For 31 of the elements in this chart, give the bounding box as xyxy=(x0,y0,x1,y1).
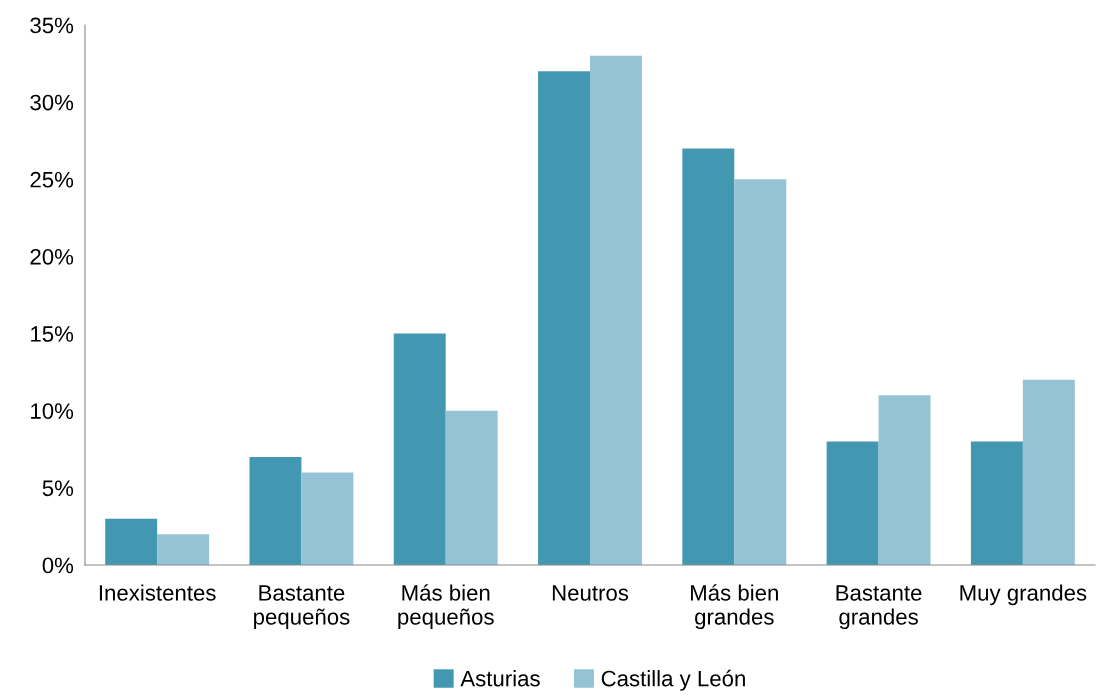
bar xyxy=(734,179,787,565)
y-tick-label: 25% xyxy=(30,171,74,188)
y-tick-label: 20% xyxy=(30,248,74,265)
y-tick-label: 35% xyxy=(30,17,74,34)
bar xyxy=(157,534,210,565)
bar xyxy=(249,457,302,565)
bar xyxy=(878,395,931,565)
bar xyxy=(826,441,879,565)
bar xyxy=(1022,379,1075,565)
bar xyxy=(445,410,498,565)
y-tick-label: 0% xyxy=(42,557,74,574)
y-tick-label: 30% xyxy=(30,94,74,111)
y-tick-label: 10% xyxy=(31,403,74,419)
x-tick-label: Neutros xyxy=(552,585,629,601)
bar xyxy=(105,518,158,565)
bar xyxy=(682,148,735,565)
bar xyxy=(393,333,446,565)
x-tick-label: Más bien grandes xyxy=(691,584,778,630)
legend-label: Castilla y León xyxy=(601,669,745,691)
bar xyxy=(538,71,590,565)
x-tick-label: Bastante grandes xyxy=(836,585,922,630)
x-tick-label: Bastante pequeños xyxy=(254,585,350,630)
x-tick-label: Inexistentes xyxy=(99,584,216,601)
x-tick-label: Muy grandes xyxy=(960,584,1087,606)
bar xyxy=(970,441,1023,565)
y-tick-label: 15% xyxy=(31,326,74,342)
x-tick-label: Más bien pequeños xyxy=(398,584,494,630)
bar xyxy=(301,472,354,565)
y-tick-label: 5% xyxy=(42,480,74,497)
bar xyxy=(590,55,642,565)
legend-label: Asturias xyxy=(460,670,540,687)
